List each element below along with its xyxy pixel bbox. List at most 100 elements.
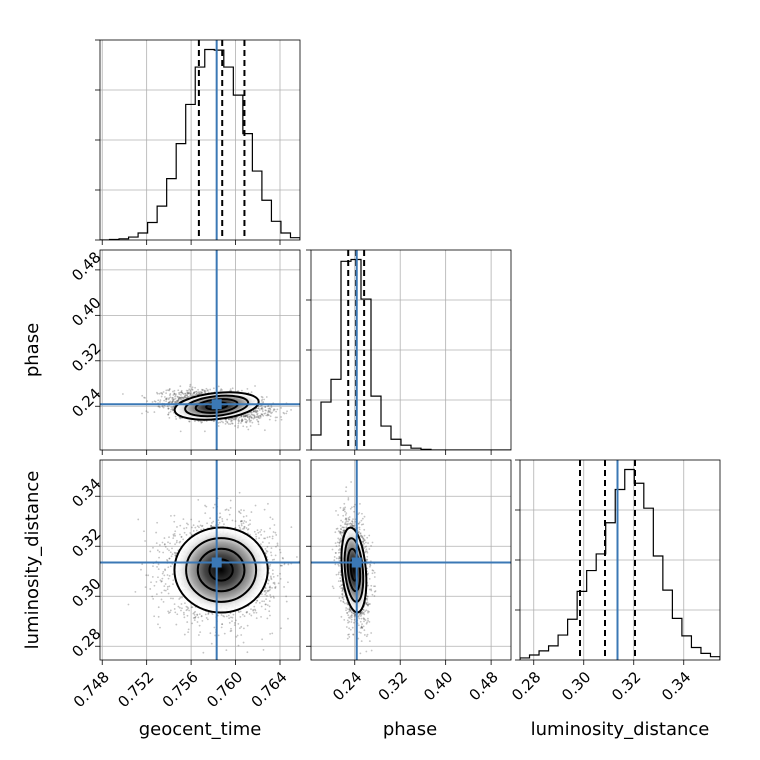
sample-point [240,520,242,523]
sample-point [188,420,191,423]
sample-point [186,391,189,394]
sample-point [182,538,185,541]
sample-point [264,548,267,550]
sample-point [255,601,257,604]
sample-point [144,540,146,542]
sample-point [144,396,146,399]
sample-point [233,417,236,420]
sample-point [159,626,161,629]
sample-point [276,408,279,411]
sample-point [253,530,256,533]
sample-point [177,389,180,392]
sample-point [146,400,149,403]
sample-point [249,421,251,423]
sample-point [262,649,265,651]
sample-point [271,411,274,414]
sample-point [260,593,263,596]
sample-point [198,520,201,523]
sample-point [271,573,274,575]
sample-point [198,392,201,395]
sample-point [201,525,203,528]
sample-point [186,394,188,397]
sample-point [173,551,176,554]
sample-point [259,405,262,407]
sample-point [209,388,212,391]
sample-point [189,389,192,392]
sample-point [166,559,169,562]
sample-point [268,410,271,413]
sample-point [260,395,263,398]
sample-point [167,407,170,410]
sample-point [228,617,231,620]
sample-point [304,561,306,563]
sample-point [157,563,160,566]
sample-point [206,522,208,525]
sample-point [248,413,250,416]
sample-point [184,392,187,395]
sample-point [269,575,272,578]
contour-level [184,394,250,418]
sample-point [262,414,265,417]
sample-point [190,518,193,521]
sample-point [193,392,195,395]
sample-point [198,526,200,529]
sample-point [224,423,227,425]
sample-point [153,584,156,587]
sample-point [255,410,257,413]
sample-point [253,611,255,614]
sample-point [220,614,223,616]
sample-point [205,387,208,390]
hist-panel-phase [306,249,512,455]
sample-point [172,390,174,393]
sample-point [161,541,164,544]
sample-point [266,617,269,620]
sample-point [155,531,158,534]
sample-point [177,398,180,401]
sample-point [187,389,189,392]
sample-point [168,416,171,419]
sample-point [169,410,172,413]
sample-point [212,387,215,390]
sample-point [270,554,273,557]
sample-point [259,416,262,419]
sample-point [170,406,173,409]
sample-point [158,405,160,408]
sample-point [245,415,248,417]
sample-point [178,606,181,609]
sample-point [159,401,161,403]
sample-point [204,504,206,507]
sample-point [163,543,166,546]
sample-point [267,414,270,417]
sample-point [194,386,197,389]
sample-point [253,416,256,419]
sample-point [253,605,256,608]
sample-point [276,542,279,545]
sample-point [235,416,238,419]
sample-point [168,549,170,552]
sample-point [212,420,215,423]
sample-point [162,551,165,554]
sample-point [174,552,177,555]
sample-point [184,602,186,605]
sample-point [272,582,275,584]
sample-point [206,389,209,392]
sample-point [251,421,254,424]
sample-point [279,572,281,575]
sample-point [239,528,242,531]
sample-point [261,413,263,416]
sample-point [203,430,206,433]
sample-point [211,613,214,616]
sample-point [199,392,202,395]
sample-point [172,409,175,411]
sample-point [227,418,230,421]
sample-point [257,416,260,418]
sample-point [170,408,172,411]
sample-point [240,522,243,525]
sample-point [180,396,183,399]
sample-point [267,582,270,585]
sample-point [134,590,137,593]
sample-point [187,628,190,631]
sample-point [196,614,199,616]
sample-point [186,394,188,396]
sample-point [246,416,249,419]
